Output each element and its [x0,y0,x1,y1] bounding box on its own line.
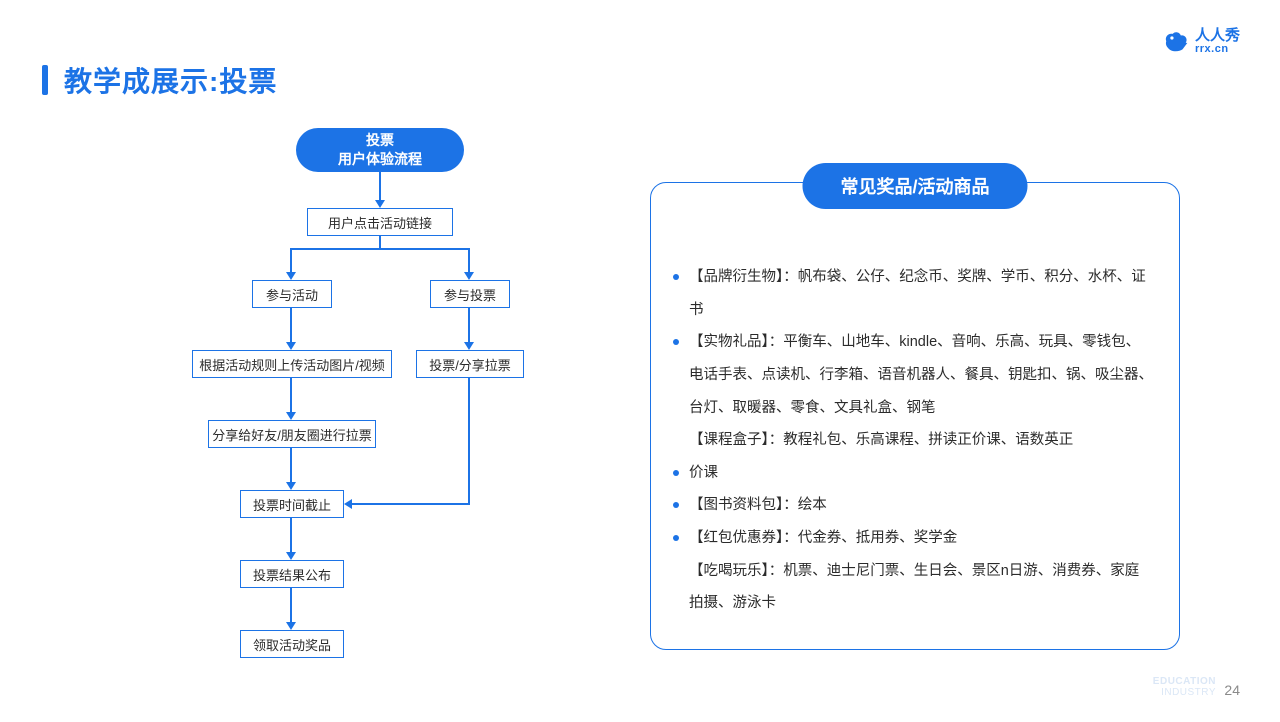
edge [290,518,292,554]
edge [290,248,470,250]
edge [290,378,292,414]
edge [468,378,470,503]
arrowhead-icon [286,342,296,350]
arrowhead-icon [464,272,474,280]
footer-line-2: INDUSTRY [1153,687,1216,698]
prizes-list: 【品牌衍生物】：帆布袋、公仔、纪念币、奖牌、学币、积分、水杯、证书【实物礼品】：… [669,261,1153,620]
logo-brand-text: 人人秀 [1195,28,1240,44]
brand-logo: 人人秀 rrx.cn [1163,28,1240,55]
edge [468,308,470,344]
footer-line-1: EDUCATION [1153,676,1216,687]
list-item: 价课 [669,457,1153,490]
flow-node-n2a: 参与活动 [252,280,332,308]
list-item: 【课程盒子】：教程礼包、乐高课程、拼读正价课、语数英正 [669,424,1153,457]
flow-node-n3b: 投票/分享拉票 [416,350,524,378]
arrowhead-icon [375,200,385,208]
arrowhead-icon [286,412,296,420]
title-accent [42,65,48,95]
arrowhead-icon [286,552,296,560]
flowchart: 投票 用户体验流程 用户点击活动链接 参与活动 参与投票 根据活动规则上传活动图… [190,128,570,688]
list-item: 【实物礼品】：平衡车、山地车、kindle、音响、乐高、玩具、零钱包、电话手表、… [669,326,1153,424]
flow-node-n7: 领取活动奖品 [240,630,344,658]
footer-label: EDUCATION INDUSTRY [1153,676,1216,698]
flow-start: 投票 用户体验流程 [296,128,464,172]
arrowhead-icon [286,272,296,280]
arrowhead-icon [286,622,296,630]
prizes-panel-header: 常见奖品/活动商品 [802,163,1027,209]
arrowhead-icon [344,499,352,509]
flow-node-n4: 分享给好友/朋友圈进行拉票 [208,420,376,448]
flow-node-n3a: 根据活动规则上传活动图片/视频 [192,350,392,378]
edge [290,248,292,274]
flow-start-line2: 用户体验流程 [338,150,422,169]
list-item: 【吃喝玩乐】：机票、迪士尼门票、生日会、景区n日游、消费券、家庭拍摄、游泳卡 [669,555,1153,620]
page-title-bar: 教学成展示:投票 [42,60,277,100]
edge [290,448,292,484]
arrowhead-icon [464,342,474,350]
arrowhead-icon [286,482,296,490]
prizes-panel: 常见奖品/活动商品 【品牌衍生物】：帆布袋、公仔、纪念币、奖牌、学币、积分、水杯… [650,182,1180,650]
page-title: 教学成展示:投票 [64,60,277,100]
edge [379,172,381,202]
edge [290,308,292,344]
edge [352,503,470,505]
bird-icon [1163,31,1189,53]
flow-node-n2b: 参与投票 [430,280,510,308]
list-item: 【红包优惠券】：代金券、抵用券、奖学金 [669,522,1153,555]
page-number: 24 [1224,682,1240,698]
flow-node-n1: 用户点击活动链接 [307,208,453,236]
flow-node-n5: 投票时间截止 [240,490,344,518]
list-item: 【图书资料包】：绘本 [669,489,1153,522]
edge [290,588,292,624]
flow-node-n6: 投票结果公布 [240,560,344,588]
edge [468,248,470,274]
logo-domain-text: rrx.cn [1195,44,1240,56]
list-item: 【品牌衍生物】：帆布袋、公仔、纪念币、奖牌、学币、积分、水杯、证书 [669,261,1153,326]
flow-start-line1: 投票 [366,131,394,150]
